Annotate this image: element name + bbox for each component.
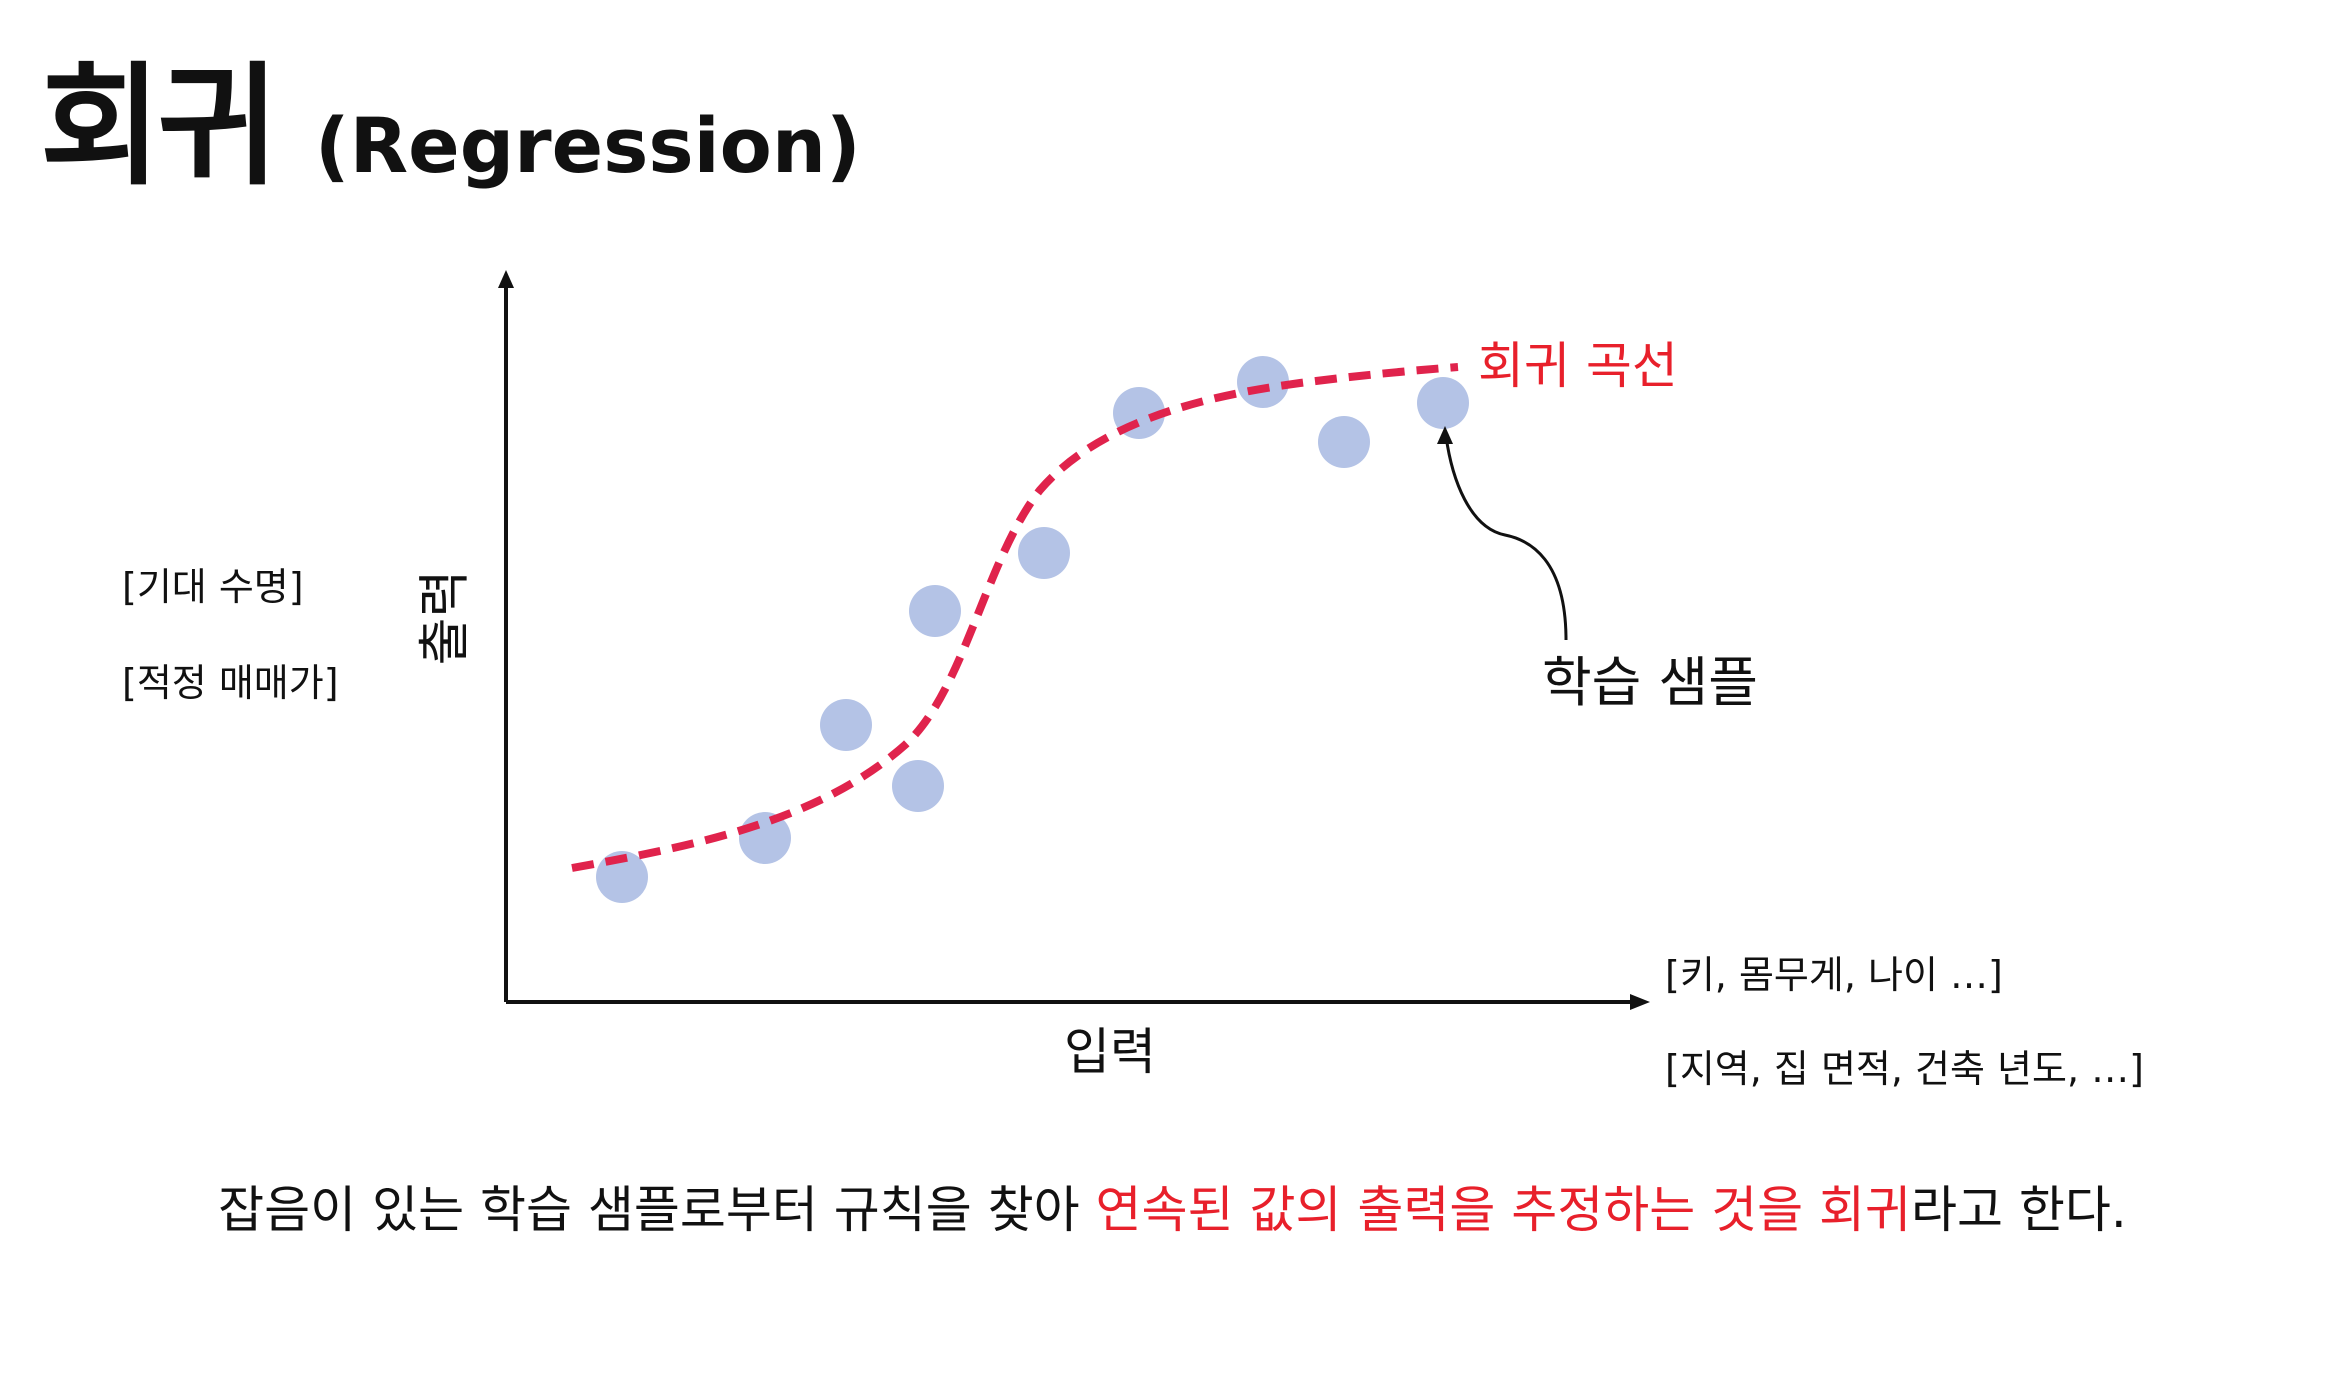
regression-curve — [571, 363, 1459, 872]
y-example-price: [적정 매매가] — [122, 661, 339, 705]
sample-point — [1237, 356, 1289, 408]
training-sample-label: 학습 샘플 — [1542, 651, 1758, 714]
caption: 잡음이 있는 학습 샘플로부터 규칙을 찾아 연속된 값의 출력을 추정하는 것… — [0, 1170, 2345, 1242]
sample-pointer-arrow — [1444, 435, 1568, 641]
sample-point — [820, 699, 872, 751]
sample-point — [909, 585, 961, 637]
x-example-house: [지역, 집 면적, 건축 년도, …] — [1665, 1047, 2144, 1091]
caption-suffix: 라고 한다. — [1911, 1181, 2127, 1239]
sample-pointer-arrowhead-icon — [1437, 426, 1453, 444]
y-example-life-expectancy: [기대 수명] — [122, 565, 304, 609]
caption-highlight: 연속된 값의 출력을 추정하는 것을 회귀 — [1095, 1181, 1912, 1239]
y-axis-arrow-icon — [498, 270, 514, 288]
regression-curve-label: 회귀 곡선 — [1478, 337, 1678, 395]
x-axis-label: 입력 — [1064, 1023, 1156, 1081]
training-samples — [596, 356, 1469, 903]
sample-point — [1018, 527, 1070, 579]
sample-point — [1318, 416, 1370, 468]
title-english: (Regression) — [314, 101, 861, 190]
caption-prefix: 잡음이 있는 학습 샘플로부터 규칙을 찾아 — [218, 1181, 1096, 1239]
x-example-body: [키, 몸무게, 나이 …] — [1665, 953, 2003, 997]
sample-point — [892, 760, 944, 812]
sample-point — [1417, 377, 1469, 429]
title-korean: 회귀 — [40, 50, 279, 204]
page-title: 회귀 (Regression) — [40, 20, 861, 211]
x-axis-arrow-icon — [1630, 994, 1650, 1010]
